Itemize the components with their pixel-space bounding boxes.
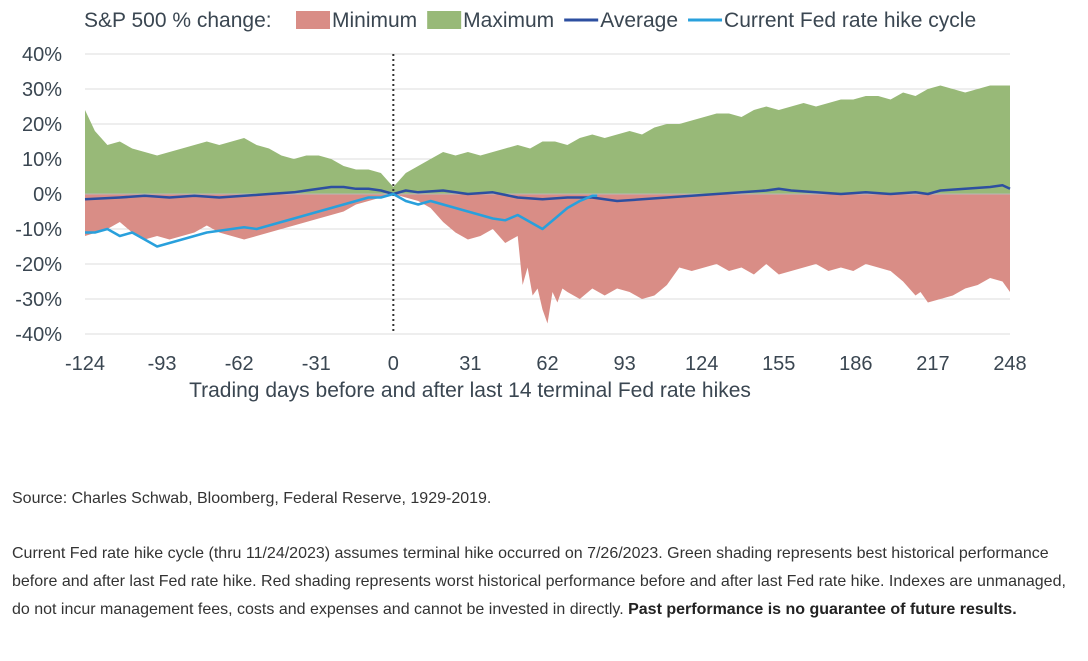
y-tick-label: 30% [22, 79, 62, 101]
chart-area: 40% 30% 20% 10% 0% -10% -20% -30% -40% -124 -93 -62… [15, 9, 1026, 402]
line-average [84, 184, 1011, 203]
x-tick-label: 248 [993, 353, 1026, 375]
y-tick-label: 20% [22, 114, 62, 136]
chart-svg: 40% 30% 20% 10% 0% -10% -20% -30% -40%-124 -93 -62… [15, 9, 1026, 402]
legend-label-maximum: Maximum [463, 9, 554, 32]
x-tick-label: -124 [65, 353, 105, 375]
y-tick-label: 10% [22, 149, 62, 171]
line-current-fed-rate-hike-cycle [85, 192, 598, 248]
x-tick-label: 124 [685, 353, 718, 375]
y-tick-label: 40% [22, 44, 62, 66]
footnote-text: Current Fed rate hike cycle (thru 11/24/… [12, 545, 1066, 618]
y-tick-label: 0% [33, 184, 62, 206]
legend-label-minimum: Minimum [332, 9, 417, 32]
x-tick-label: -62 [225, 353, 254, 375]
y-tick-label: -10% [15, 219, 62, 241]
y-tick-label: -30% [15, 289, 62, 311]
x-tick-label: 0 [388, 353, 399, 375]
x-tick-label: 31 [459, 353, 481, 375]
legend-swatch-minimum [296, 11, 330, 29]
legend-label-average: Average [600, 9, 678, 32]
disclaimer-bold: Past performance is no guarantee of futu… [628, 601, 1017, 618]
x-tick-label: 93 [613, 353, 635, 375]
area-minimum [85, 194, 1010, 324]
x-tick-label: 62 [536, 353, 558, 375]
source-note: Source: Charles Schwab, Bloomberg, Feder… [12, 490, 492, 507]
legend-swatch-maximum [427, 11, 462, 29]
x-tick-label: 155 [762, 353, 795, 375]
area-maximum [85, 85, 1010, 194]
legend-title: S&P 500 % change: [84, 9, 272, 32]
x-axis-label: Trading days before and after last 14 te… [189, 379, 751, 402]
legend-label-current-fed-rate-hike-cycle: Current Fed rate hike cycle [724, 9, 976, 32]
x-tick-label: 186 [839, 353, 872, 375]
footnote: Current Fed rate hike cycle (thru 11/24/… [12, 540, 1084, 624]
y-tick-label: -40% [15, 324, 62, 346]
x-tick-label: -93 [148, 353, 177, 375]
x-tick-label: -31 [302, 353, 331, 375]
x-tick-label: 217 [916, 353, 949, 375]
y-tick-label: -20% [15, 254, 62, 276]
